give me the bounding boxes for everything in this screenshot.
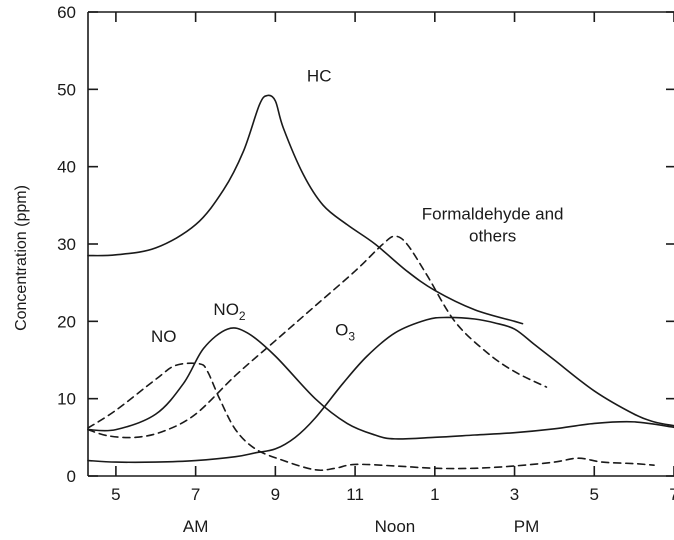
x-tick-label: 7 — [669, 485, 674, 504]
series-label-o3: O3 — [335, 320, 355, 343]
y-tick-label: 50 — [57, 80, 76, 99]
x-tick-label: 3 — [510, 485, 519, 504]
axes: 0102030405060579111357AMNoonPM — [57, 3, 674, 536]
y-tick-label: 0 — [67, 467, 76, 486]
series-label-formaldehyde-and-others: Formaldehyde and — [422, 204, 564, 223]
period-label: AM — [183, 517, 209, 536]
x-tick-label: 11 — [346, 485, 364, 504]
period-label: PM — [514, 517, 540, 536]
series-label-hc: HC — [307, 67, 332, 86]
y-tick-label: 60 — [57, 3, 76, 22]
series-labels: HC Formaldehyde and others NO NO2 O3 — [151, 67, 564, 347]
y-tick-label: 10 — [57, 390, 76, 409]
x-tick-label: 9 — [271, 485, 280, 504]
x-tick-label: 5 — [590, 485, 599, 504]
period-label: Noon — [375, 517, 416, 536]
x-tick-label: 1 — [430, 485, 439, 504]
y-tick-label: 30 — [57, 235, 76, 254]
y-tick-label: 40 — [57, 158, 76, 177]
series-label-no2: NO2 — [213, 300, 246, 323]
series-line-no2 — [87, 327, 674, 440]
series-line-formaldehyde-and-others — [87, 235, 548, 439]
x-tick-label: 7 — [191, 485, 200, 504]
y-tick-label: 20 — [57, 312, 76, 331]
series-label-formaldehyde-and-others-line2: others — [469, 227, 516, 246]
x-tick-label: 5 — [111, 485, 120, 504]
series-line-o3 — [87, 316, 674, 464]
series-line-no — [87, 362, 655, 472]
series-layer — [87, 94, 674, 472]
series-label-no: NO — [151, 327, 177, 346]
y-axis-label: Concentration (ppm) — [13, 185, 30, 331]
